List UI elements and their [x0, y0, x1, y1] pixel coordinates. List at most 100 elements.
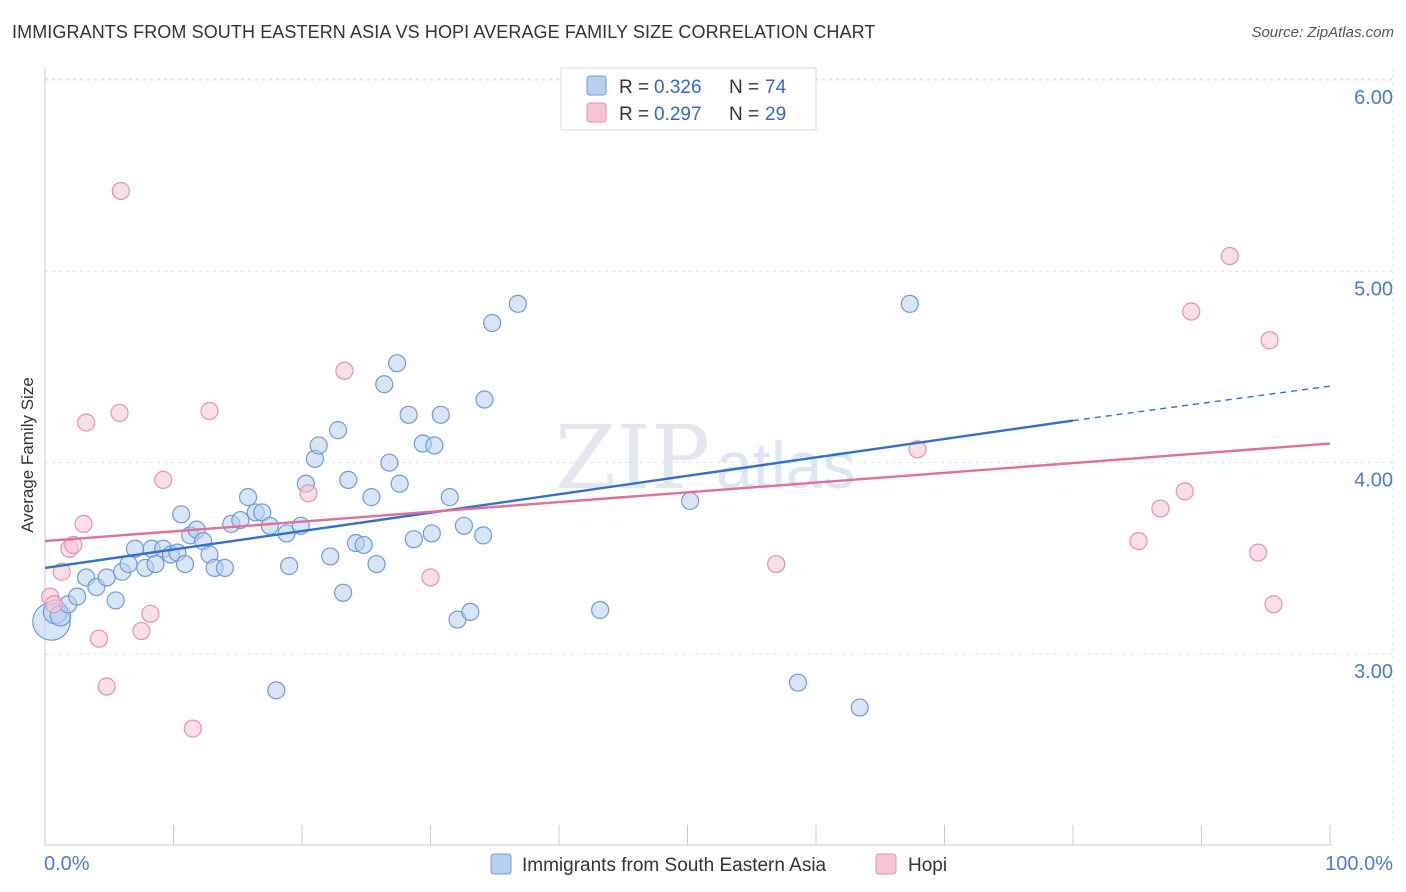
point-sea-44	[354, 535, 373, 555]
point-sea-4	[68, 587, 87, 606]
point-hopi-9	[110, 403, 129, 423]
y-tick-label-3: 6.00	[1354, 87, 1393, 109]
point-sea-46	[367, 554, 386, 574]
source-text: Source: ZipAtlas.com	[1251, 24, 1394, 41]
point-hopi-4	[64, 535, 83, 555]
legend-r-label-pink: R =	[619, 104, 649, 125]
top-legend: R = 0.326 N = 74 R = 0.297 N = 29	[560, 67, 817, 131]
point-sea-10	[119, 554, 138, 574]
point-hopi-6	[77, 413, 96, 432]
point-sea-41	[334, 583, 353, 602]
point-sea-7	[97, 568, 116, 587]
point-hopi-21	[1129, 532, 1148, 551]
point-sea-51	[399, 405, 418, 424]
trend-lines	[44, 385, 1331, 570]
point-sea-48	[380, 453, 399, 472]
point-sea-34	[280, 556, 299, 576]
y-tick-label-0: 3.00	[1354, 661, 1393, 683]
bottom-legend-swatch-pink	[875, 853, 897, 875]
watermark: ZIP atlas	[555, 406, 855, 509]
point-sea-64	[508, 294, 527, 313]
legend-n-label-pink: N =	[729, 104, 759, 125]
y-tick-label-2: 5.00	[1354, 278, 1393, 300]
point-sea-32	[267, 681, 286, 700]
x-ticks	[44, 825, 1331, 845]
y-tick-label-1: 4.00	[1354, 470, 1393, 492]
point-sea-55	[425, 436, 444, 455]
point-hopi-26	[1248, 543, 1268, 562]
legend-n-value-blue: 74	[765, 77, 787, 98]
axes	[44, 68, 1333, 846]
point-hopi-28	[1264, 595, 1283, 614]
point-sea-18	[172, 505, 191, 524]
point-sea-27	[231, 510, 250, 530]
point-hopi-13	[154, 470, 173, 489]
point-sea-54	[422, 524, 441, 543]
point-hopi-19	[767, 554, 786, 574]
trend-line-pink	[44, 442, 1331, 543]
bottom-legend-swatch-blue	[490, 853, 512, 875]
point-sea-14	[146, 554, 165, 574]
point-hopi-7	[89, 629, 109, 648]
watermark-atlas: atlas	[716, 428, 855, 502]
legend-n-value-pink: 29	[765, 104, 786, 125]
point-sea-66	[680, 491, 700, 511]
point-sea-60	[461, 602, 480, 622]
legend-r-value-pink: 0.297	[654, 104, 702, 125]
legend-r-value-blue: 0.326	[654, 77, 702, 98]
point-hopi-1	[44, 595, 64, 614]
point-sea-52	[404, 530, 423, 549]
point-sea-57	[440, 488, 459, 507]
point-hopi-27	[1260, 331, 1279, 350]
point-hopi-12	[141, 604, 160, 623]
legend-swatch-blue	[586, 75, 607, 96]
trend-line-blue-extension	[1072, 385, 1331, 422]
point-hopi-10	[111, 181, 130, 201]
point-hopi-11	[132, 621, 151, 641]
point-sea-19	[175, 554, 195, 574]
point-sea-68	[850, 698, 869, 717]
y-tick-labels: 3.00 4.00 5.00 6.00	[1354, 87, 1393, 683]
trend-line-blue	[44, 419, 1074, 570]
point-sea-38	[309, 436, 328, 455]
point-sea-63	[483, 313, 502, 333]
point-hopi-22	[1151, 499, 1170, 518]
point-sea-8	[106, 591, 125, 610]
point-hopi-16	[299, 484, 318, 503]
point-sea-67	[788, 673, 808, 692]
point-sea-30	[253, 503, 272, 522]
point-sea-59	[454, 516, 474, 535]
point-sea-31	[260, 516, 279, 535]
point-sea-65	[591, 600, 610, 620]
legend-n-label-blue: N =	[729, 77, 759, 98]
point-sea-45	[362, 488, 381, 507]
point-sea-39	[321, 547, 340, 566]
x-tick-label-max: 100.0%	[1325, 853, 1393, 875]
bottom-legend-label-blue: Immigrants from South Eastern Asia	[522, 855, 827, 876]
point-sea-62	[474, 526, 493, 545]
point-hopi-15	[200, 401, 219, 421]
point-sea-50	[390, 474, 409, 493]
point-hopi-2	[52, 562, 71, 581]
x-tick-label-min: 0.0%	[44, 853, 90, 875]
point-sea-56	[431, 405, 450, 424]
point-hopi-25	[1220, 246, 1239, 266]
point-hopi-23	[1175, 482, 1194, 501]
point-sea-69	[900, 294, 919, 313]
point-hopi-17	[335, 361, 354, 380]
point-hopi-18	[421, 568, 440, 587]
point-hopi-20	[908, 440, 927, 459]
point-sea-40	[328, 421, 348, 440]
point-hopi-5	[74, 514, 93, 533]
point-hopi-8	[97, 677, 116, 696]
point-hopi-24	[1182, 302, 1201, 321]
bottom-legend-label-pink: Hopi	[908, 855, 947, 876]
legend-swatch-pink	[586, 102, 607, 123]
point-sea-42	[339, 470, 358, 489]
point-sea-49	[387, 354, 407, 373]
point-sea-25	[215, 558, 234, 578]
point-sea-61	[475, 390, 494, 409]
bottom-legend: Immigrants from South Eastern Asia Hopi	[490, 853, 947, 876]
point-sea-28	[238, 488, 258, 507]
